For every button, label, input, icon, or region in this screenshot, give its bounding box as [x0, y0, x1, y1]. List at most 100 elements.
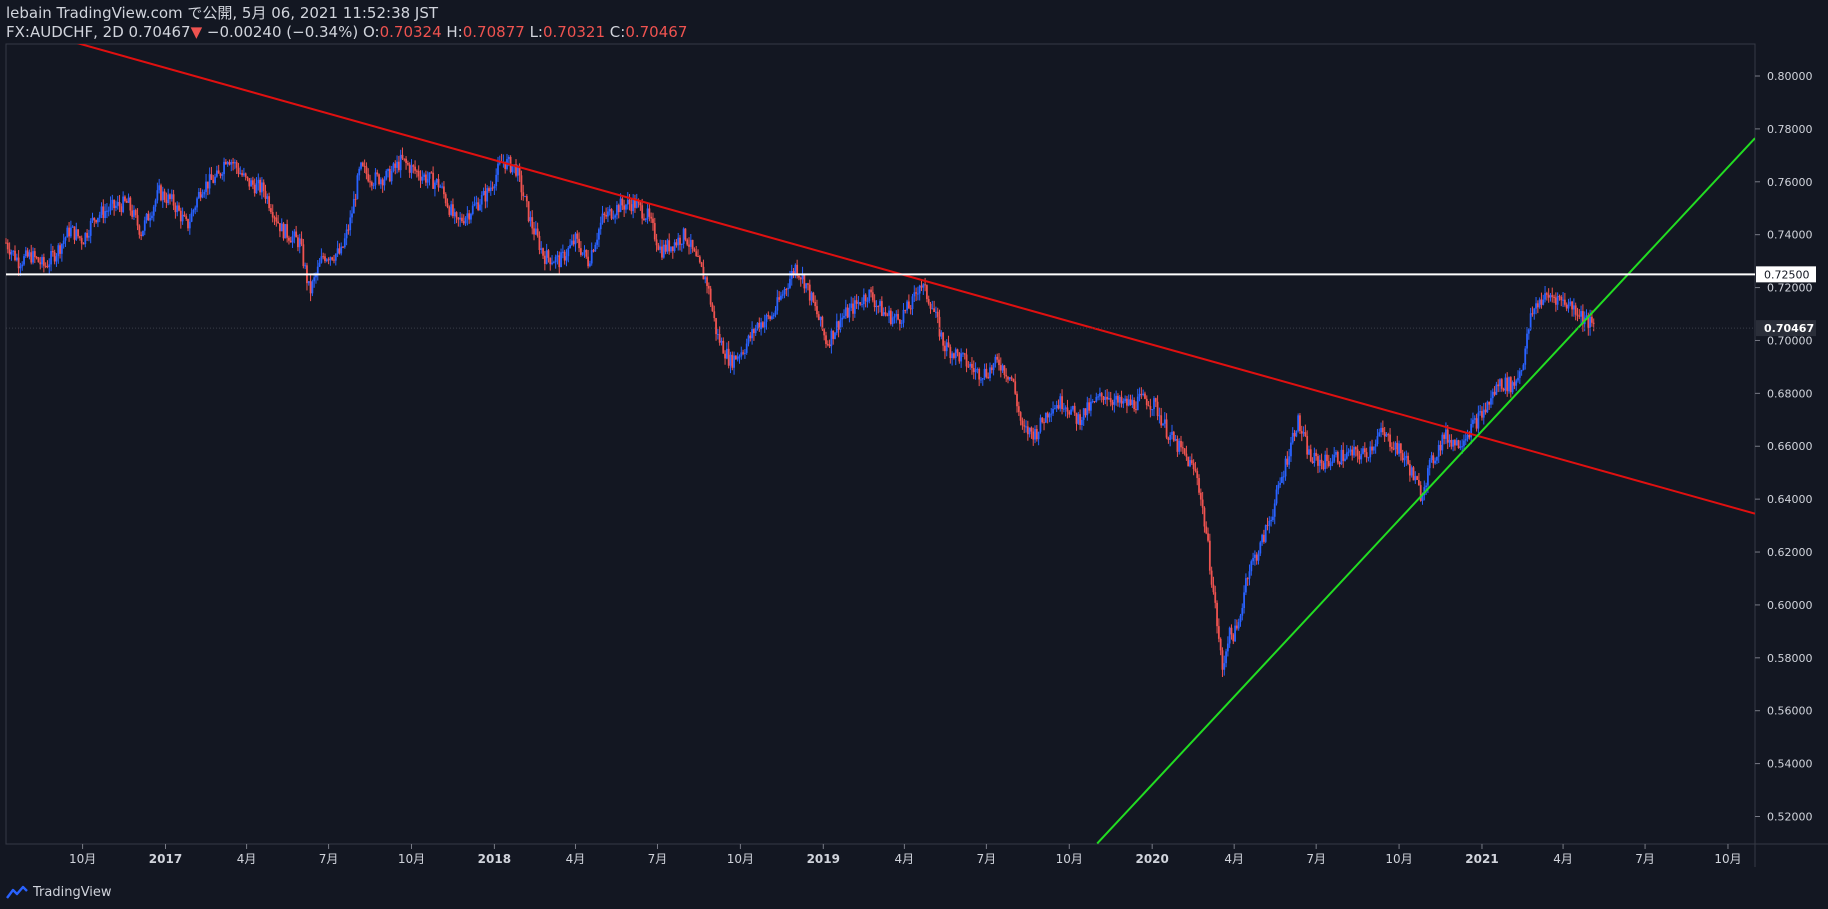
candle-body: [963, 353, 966, 355]
price-tick-label: 0.64000: [1767, 493, 1813, 506]
candle-body: [383, 179, 386, 186]
candle-body: [747, 335, 750, 344]
candle-body: [817, 314, 820, 321]
candle-body: [596, 239, 599, 245]
candle-body: [284, 224, 287, 239]
candle-body: [334, 253, 337, 261]
candle-body: [1180, 440, 1182, 448]
candle-body: [1115, 395, 1118, 400]
candle-body: [1203, 507, 1206, 527]
candle-body: [587, 256, 589, 267]
candle-body: [15, 257, 18, 261]
candle-body: [536, 228, 539, 236]
candle-body: [1437, 444, 1440, 457]
candle-body: [307, 281, 310, 284]
candle-body: [927, 299, 930, 304]
candle-body: [655, 239, 658, 246]
candle-body: [691, 239, 694, 249]
candle-body: [1410, 467, 1413, 476]
candle-body: [947, 342, 950, 347]
candle-body: [1021, 420, 1024, 426]
candle-body: [749, 335, 752, 339]
candle-body: [884, 312, 887, 315]
candle-body: [423, 174, 426, 177]
candle-body: [837, 321, 840, 330]
footer-brand[interactable]: TradingView: [6, 880, 112, 904]
candle-body: [889, 310, 892, 324]
candle-body: [372, 185, 375, 187]
candle-body: [709, 288, 712, 305]
candle-body: [895, 314, 898, 317]
candle-body: [825, 335, 827, 345]
candle-body: [57, 245, 60, 257]
candle-body: [680, 243, 683, 245]
candle-body: [819, 316, 822, 321]
candle-body: [495, 174, 498, 187]
candle-body: [183, 214, 186, 217]
price-axis[interactable]: 0.52000 0.54000 0.56000 0.58000 0.60000 0.620…: [1755, 70, 1813, 823]
candle-body: [1001, 365, 1004, 371]
candle-body: [877, 305, 880, 307]
candle-body: [731, 354, 734, 368]
candle-body: [570, 240, 573, 245]
time-tick-label: 2017: [149, 852, 182, 866]
candle-body: [30, 252, 33, 263]
candle-body: [846, 307, 849, 318]
candle-body: [504, 161, 507, 169]
resistance-trendline[interactable]: [6, 23, 1755, 515]
candle-body: [870, 289, 872, 293]
chart-header: lebain TradingView.com で公開, 5月 06, 2021 …: [6, 4, 687, 41]
ohlc-line: FX:AUDCHF, 2D 0.70467▼ −0.00240 (−0.34%)…: [6, 23, 687, 41]
candle-body: [1057, 405, 1060, 409]
candle-body: [358, 168, 361, 176]
candle-body: [12, 250, 15, 252]
candle-body: [1468, 434, 1471, 438]
candle-body: [97, 217, 99, 223]
candle-body: [437, 178, 440, 188]
candle-body: [435, 178, 438, 183]
candle-body: [59, 245, 61, 254]
candle-body: [1299, 415, 1301, 432]
candle-body: [388, 168, 391, 182]
candle-body: [228, 162, 231, 165]
candle-body: [1007, 376, 1009, 380]
candle-body: [1517, 377, 1519, 381]
candle-body: [53, 252, 56, 262]
support-trendline[interactable]: [1096, 137, 1755, 844]
candle-body: [945, 342, 948, 352]
candle-body: [1513, 382, 1516, 386]
candle-body: [662, 244, 665, 258]
candle-body: [688, 244, 690, 247]
candle-body: [1086, 402, 1089, 416]
candle-body: [956, 349, 959, 353]
candle-body: [978, 369, 981, 380]
time-axis[interactable]: 10月 2017 4月 7月 10月 2018 4月 7月 10月 2019 4月 7月 10月 2020…: [69, 844, 1742, 866]
candle-body: [976, 369, 979, 371]
candle-body: [367, 173, 370, 182]
symbol-label[interactable]: FX:AUDCHF, 2D: [6, 23, 124, 41]
candle-body: [1050, 413, 1053, 415]
time-tick-label: 7月: [319, 852, 339, 866]
candle-body: [765, 315, 768, 322]
candle-body: [1061, 396, 1063, 410]
candle-body: [475, 202, 478, 204]
candle-body: [187, 218, 189, 229]
candle-body: [1538, 299, 1541, 308]
candle-body: [727, 348, 730, 366]
candle-body: [951, 353, 954, 359]
candle-body: [1284, 458, 1287, 477]
candle-body: [192, 209, 195, 213]
candle-body: [230, 162, 233, 165]
candle-body: [1102, 396, 1105, 400]
candle-body: [1290, 442, 1292, 457]
candle-body: [1477, 412, 1480, 429]
candle-body: [1100, 393, 1103, 397]
candle-body: [1490, 398, 1492, 405]
candle-body: [834, 332, 836, 339]
candle-body: [1484, 409, 1487, 413]
candle-body: [756, 322, 759, 328]
candle-body: [426, 178, 429, 183]
candle-body: [821, 316, 824, 330]
candle-body: [221, 174, 224, 176]
